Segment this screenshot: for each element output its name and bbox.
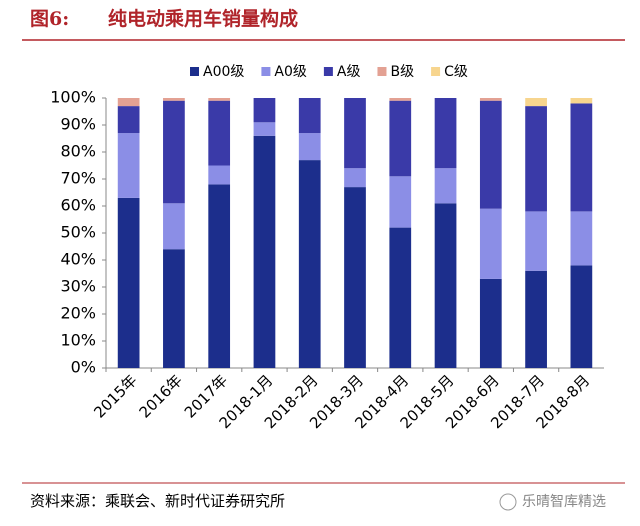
y-tick-label: 80% [60, 142, 96, 161]
y-tick-label: 90% [60, 115, 96, 134]
watermark-icon [499, 493, 517, 511]
y-tick-label: 50% [60, 223, 96, 242]
bar-segment [525, 98, 547, 107]
bar-segment [434, 168, 457, 204]
bar-segment [570, 98, 593, 104]
bar-segment [253, 122, 276, 136]
bar-segment [570, 103, 593, 212]
bar-segment [525, 106, 547, 212]
bar-segment [389, 176, 412, 228]
bar-segment [298, 98, 321, 134]
bar-segment [117, 98, 140, 107]
bar-segment [208, 165, 231, 185]
source: 资料来源：乘联会、新时代证券研究所 [30, 492, 285, 510]
bar-segment [479, 100, 502, 209]
legend-label: A0级 [274, 64, 306, 80]
bar-segment [163, 203, 185, 250]
legend-swatch [261, 67, 271, 76]
bar-segment [525, 211, 547, 271]
y-tick-label: 10% [60, 331, 96, 350]
bar-segment [389, 98, 412, 101]
bar-segment [479, 208, 502, 279]
bar-segment [479, 278, 502, 368]
bar-segment [525, 270, 547, 368]
y-tick-label: 100% [50, 88, 96, 107]
bar-segment [208, 98, 231, 101]
bar-segment [117, 133, 140, 198]
legend-label: A00级 [203, 64, 244, 80]
bar-segment [344, 168, 366, 188]
bar-segment [479, 98, 502, 101]
bar-segment [434, 98, 457, 169]
legend-swatch [377, 67, 387, 76]
chart-title: 纯电动乘用车销量构成 [108, 7, 298, 30]
bar-segment [163, 249, 185, 368]
bar-segment [253, 98, 276, 123]
bar-segment [570, 265, 593, 368]
legend-label: A级 [337, 64, 361, 80]
y-tick-label: 20% [60, 304, 96, 323]
bar-segment [389, 100, 412, 177]
bar-segment [298, 160, 321, 368]
legend-swatch [323, 67, 333, 76]
bar-segment [117, 197, 140, 368]
bar-segment [163, 98, 185, 101]
bar-segment [117, 106, 140, 134]
bar-segment [208, 100, 231, 166]
figure-label: 图6: [30, 8, 69, 30]
y-tick-label: 40% [60, 250, 96, 269]
watermark: 乐晴智库精选 [522, 494, 606, 510]
legend-label: C级 [444, 64, 468, 80]
y-tick-label: 70% [60, 169, 96, 188]
bar-segment [434, 203, 457, 368]
legend-swatch [190, 67, 199, 76]
y-tick-label: 0% [71, 358, 96, 377]
y-tick-label: 30% [60, 277, 96, 296]
bar-segment [344, 187, 366, 368]
x-tick-label: 2015年 [90, 371, 140, 421]
bar-segment [570, 211, 593, 266]
bar-segment [344, 98, 366, 169]
bar-segment [389, 227, 412, 368]
bar-segment [163, 100, 185, 204]
bar-segment [298, 133, 321, 161]
legend-label: B级 [390, 64, 414, 80]
bar-segment [253, 135, 276, 368]
x-tick-label: 2016年 [136, 371, 186, 421]
legend-swatch [431, 67, 441, 76]
bar-segment [208, 184, 231, 368]
y-tick-label: 60% [60, 196, 96, 215]
